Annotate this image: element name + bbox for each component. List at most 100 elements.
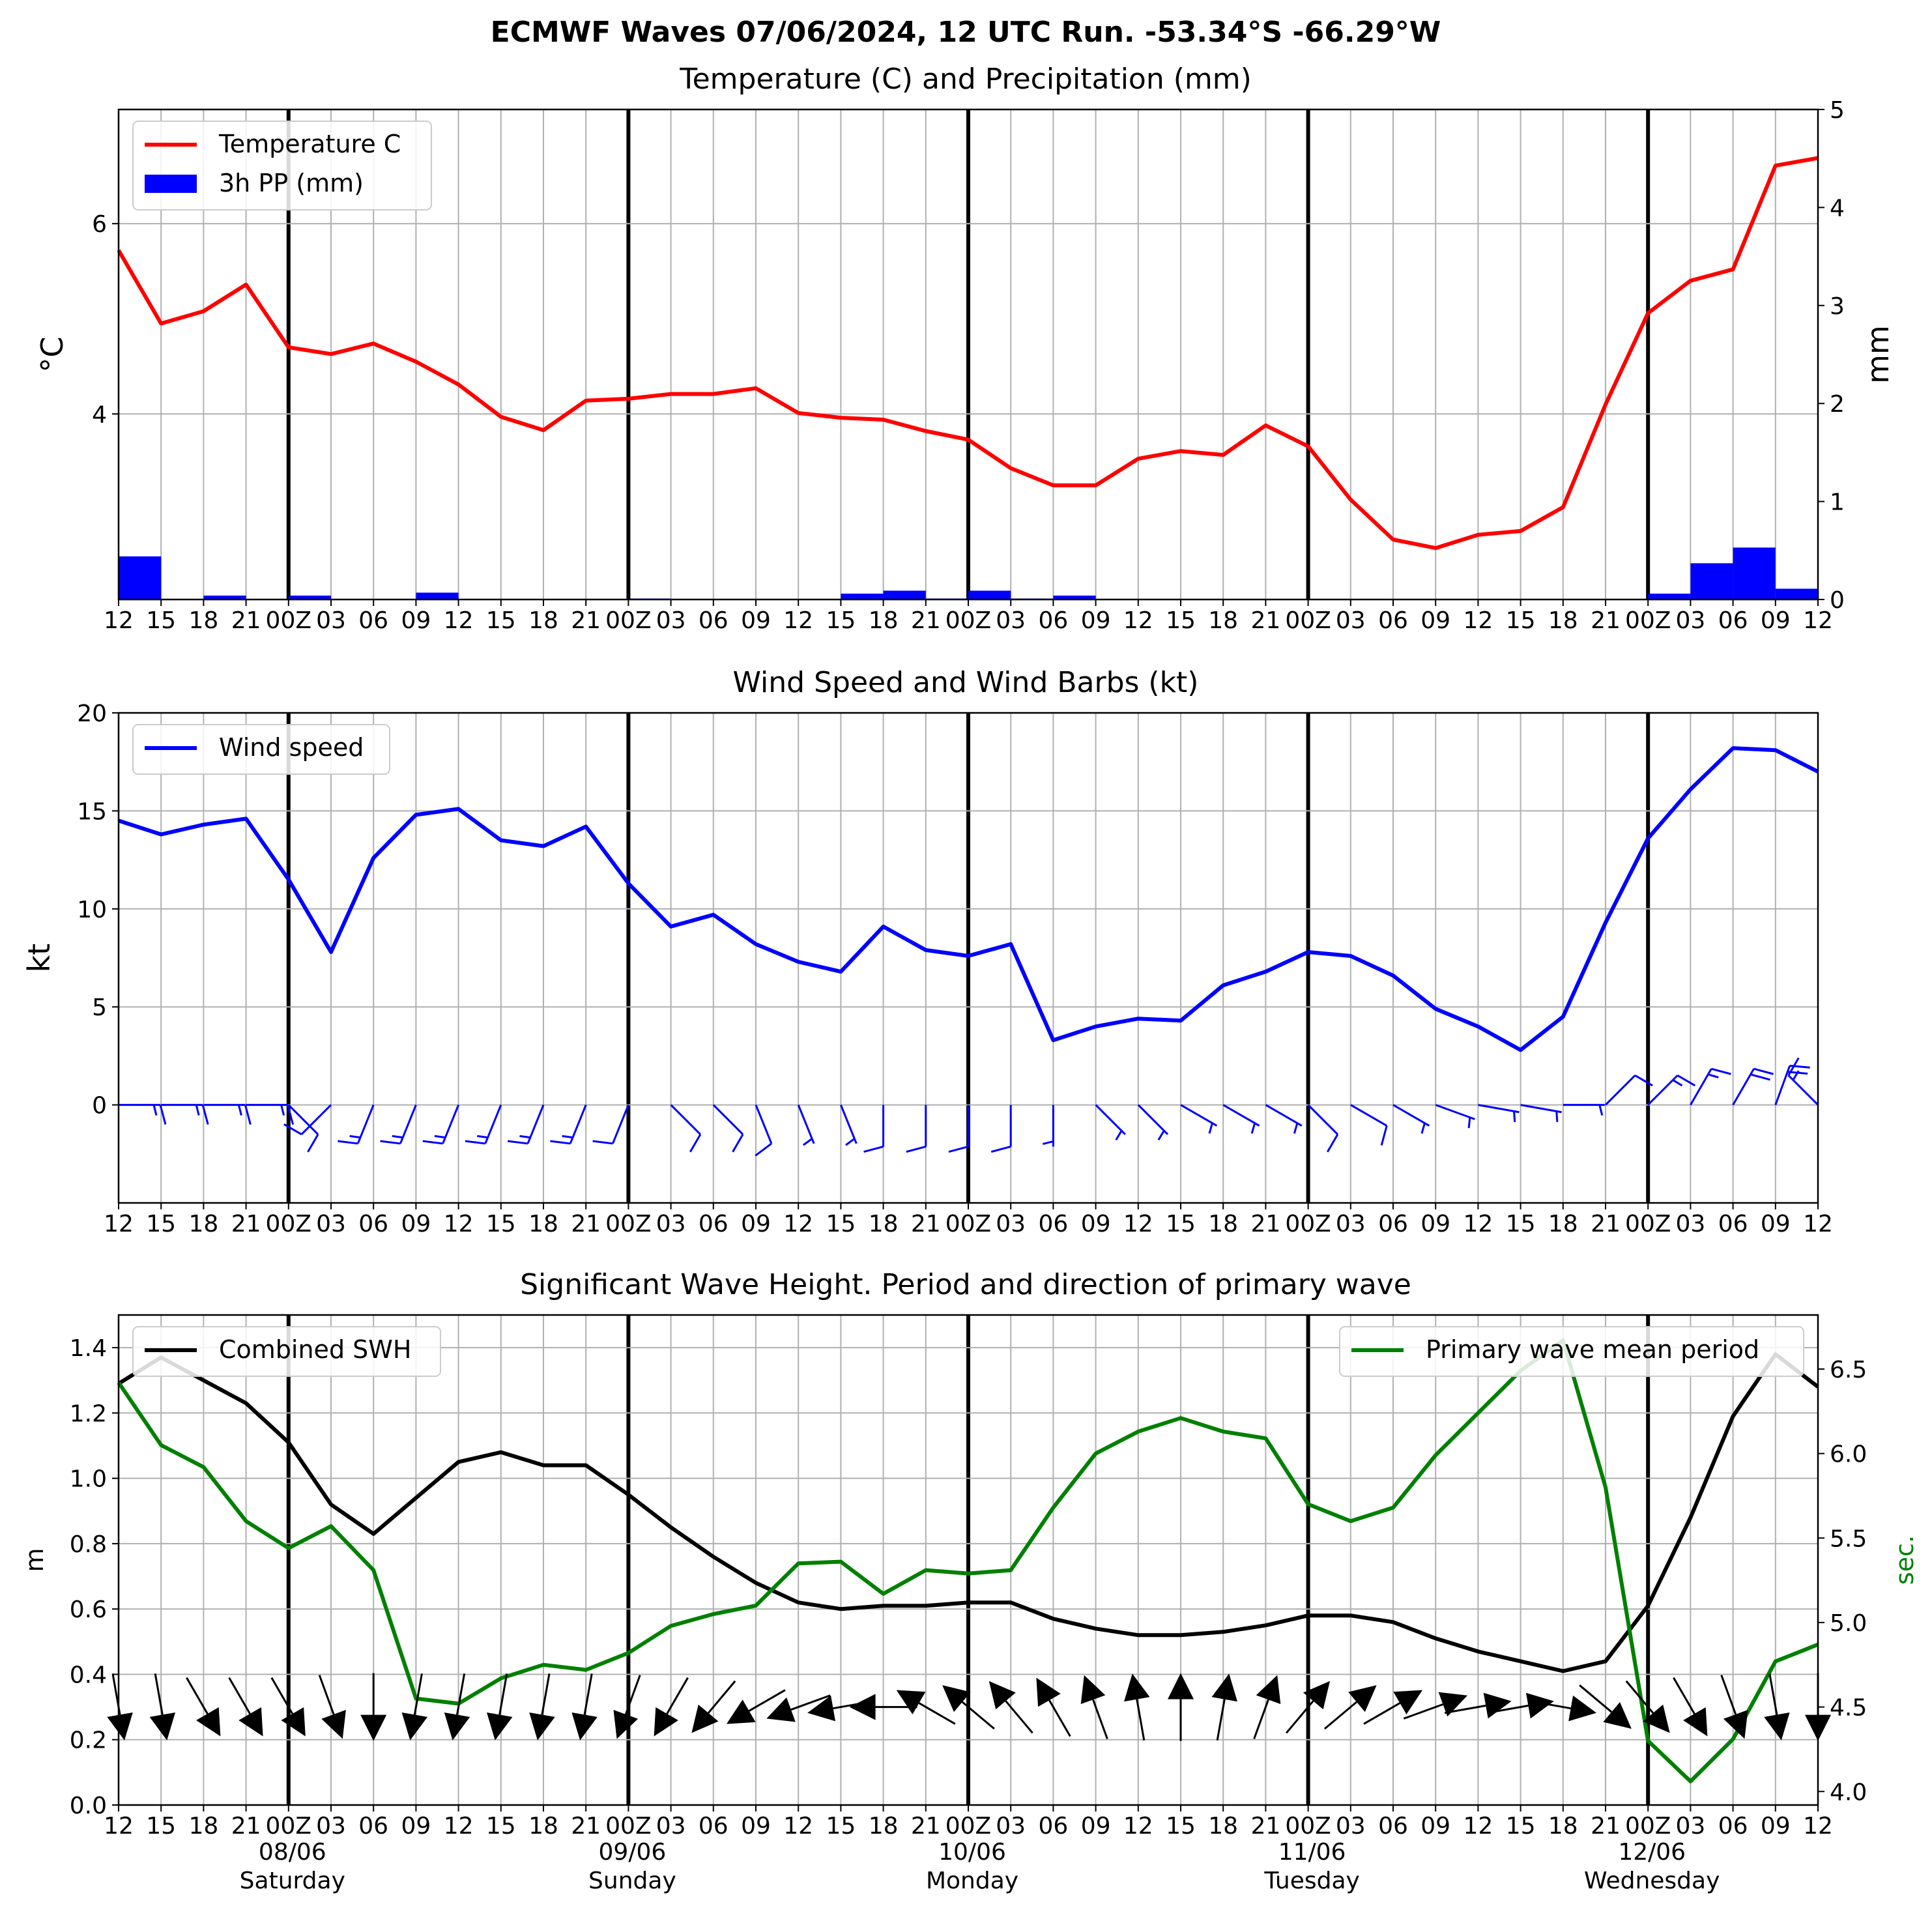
x-tick-label: 21 — [1250, 1211, 1280, 1237]
x-tick-label: 12 — [104, 1211, 134, 1237]
x-tick-label: 18 — [188, 607, 218, 634]
x-tick-label: 15 — [826, 1211, 856, 1237]
wave-arrow-head — [1303, 1681, 1331, 1710]
x-tick-label: 12 — [1463, 1813, 1493, 1840]
x-tick-label: 12 — [1803, 1211, 1833, 1237]
x-tick-label: 06 — [1038, 1211, 1068, 1237]
wave-arrow-shaft — [918, 1702, 956, 1725]
wave-arrow — [1673, 1677, 1708, 1737]
wave-arrow-shaft — [498, 1673, 508, 1715]
x-tick-label: 21 — [1250, 607, 1280, 634]
wind-barb-half-flag — [434, 1134, 446, 1139]
wind-barb — [1647, 1075, 1696, 1106]
wind-barb — [246, 1104, 295, 1125]
x-tick-label: 06 — [1718, 607, 1748, 634]
x-tick-label: 00Z — [945, 607, 991, 634]
y-tick-label: 1.2 — [70, 1400, 107, 1427]
wave-arrow-head — [487, 1712, 513, 1740]
x-tick-label: 03 — [1675, 1813, 1705, 1840]
wave-arrow-head — [1124, 1673, 1150, 1702]
x-tick-label: 03 — [1336, 1211, 1366, 1237]
wave-arrow — [360, 1673, 387, 1741]
wind-barb-half-flag — [519, 1134, 530, 1139]
wave-arrow-head — [1393, 1690, 1423, 1714]
wind-barb-shaft — [670, 1104, 701, 1135]
x-tick-label: 12 — [1123, 607, 1153, 634]
wind-barb — [948, 1105, 970, 1153]
panel3-x-ticks: 12 15 18 21 00Z 03 06 09 12 15 18 21 00Z 03 06 09 12 15 18… — [104, 1805, 1833, 1840]
wave-arrow-shaft — [270, 1677, 294, 1714]
x-tick-label: 03 — [316, 1211, 346, 1237]
panel2-ylabel: kt — [22, 944, 57, 973]
wave-arrow-head — [1036, 1677, 1061, 1707]
wind-barb-shaft — [1520, 1104, 1562, 1114]
wave-arrow — [1403, 1692, 1468, 1720]
wind-barb — [465, 1105, 502, 1145]
x-tick-label: 09 — [1081, 1211, 1111, 1237]
x-tick-label: 00Z — [1625, 1813, 1671, 1840]
wave-arrow-head — [726, 1699, 756, 1724]
y-tick-label: 1.4 — [70, 1335, 107, 1362]
x-tick-label: 18 — [528, 1813, 558, 1840]
x-tick-label: 03 — [1675, 1211, 1705, 1237]
precip-bars — [119, 547, 1818, 599]
wave-arrow-shaft — [1286, 1700, 1314, 1734]
x-tick-label: 15 — [486, 607, 516, 634]
x-tick-label: 21 — [911, 1813, 941, 1840]
wind-barb-shaft — [1604, 1075, 1636, 1106]
wave-arrow-head — [1568, 1695, 1597, 1722]
x-tick-label: 06 — [358, 607, 388, 634]
wave-arrow-shaft — [154, 1673, 164, 1715]
legend-precip-label: 3h PP (mm) — [219, 169, 364, 197]
wave-arrow — [726, 1689, 786, 1724]
wind-barb-shaft — [1265, 1104, 1303, 1127]
wave-arrow-shaft — [666, 1677, 689, 1714]
x-tick-label: 03 — [1675, 607, 1705, 634]
wind-barb-flag — [1677, 1075, 1696, 1087]
x-tick-label: 18 — [869, 1813, 899, 1840]
x-tick-label: 12 — [783, 1813, 813, 1840]
wind-barb-half-flag — [1115, 1130, 1123, 1141]
wave-arrow — [487, 1673, 513, 1740]
wind-barb-half-flag — [152, 1105, 158, 1116]
wave-arrow — [1487, 1692, 1554, 1719]
wave-arrow — [896, 1690, 956, 1725]
wave-arrow-head — [1168, 1673, 1194, 1699]
panel3-title: Significant Wave Height. Period and dire… — [520, 1268, 1411, 1301]
x-tick-label: 21 — [1591, 1813, 1621, 1840]
y-tick-label: 0.2 — [70, 1727, 107, 1754]
wind-barb — [1095, 1104, 1126, 1141]
precip-bar — [1775, 588, 1818, 599]
x-tick-label: 00Z — [605, 1813, 651, 1840]
wave-arrow-shaft — [1253, 1699, 1269, 1739]
wave-arrow — [691, 1680, 736, 1733]
x-tick-label: 12 — [1123, 1211, 1153, 1237]
wind-barb — [161, 1104, 209, 1125]
wind-barb-shaft — [1787, 1075, 1819, 1106]
wind-barb — [508, 1105, 545, 1145]
wave-arrow — [149, 1673, 175, 1740]
wind-barb — [797, 1105, 815, 1146]
wind-barb-half-flag — [392, 1134, 403, 1139]
precip-bar — [1690, 563, 1733, 599]
x-tick-label: 12 — [1123, 1813, 1153, 1840]
x-tick-label: 06 — [1038, 1813, 1068, 1840]
x-tick-label: 06 — [699, 607, 728, 634]
wind-barb — [1043, 1105, 1054, 1147]
wind-barb-flag — [159, 1105, 167, 1125]
wave-arrow — [270, 1677, 306, 1737]
wave-arrow-head — [571, 1712, 598, 1740]
wind-line-layer — [118, 746, 1819, 1052]
x-tick-label: 09 — [1420, 607, 1450, 634]
x-tick-label: 18 — [528, 607, 558, 634]
wind-barb — [1392, 1104, 1430, 1134]
wave-arrow — [107, 1673, 133, 1740]
wind-barb-half-flag — [845, 1138, 856, 1146]
x-tick-label: 18 — [1548, 1211, 1578, 1237]
y2-tick-label: 4.5 — [1830, 1695, 1867, 1722]
wave-arrow — [318, 1675, 346, 1739]
x-tick-label: 18 — [1208, 1813, 1238, 1840]
wind-barb-half-flag — [1513, 1111, 1516, 1122]
x-tick-label: 03 — [656, 1813, 686, 1840]
